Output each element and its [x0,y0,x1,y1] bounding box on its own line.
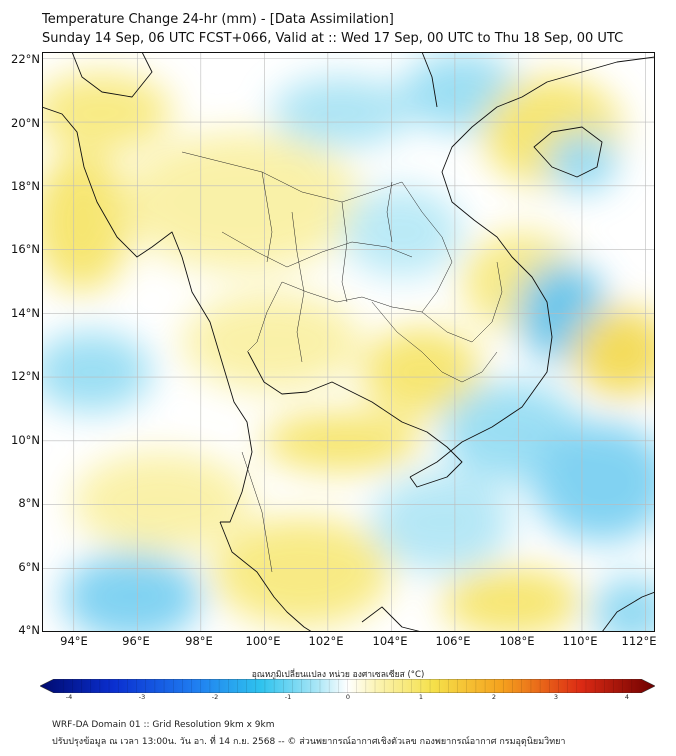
map-canvas [42,52,655,632]
lat-label: 6°N [18,560,40,574]
map-subtitle: Sunday 14 Sep, 06 UTC FCST+066, Valid at… [42,31,624,46]
lon-label: 94°E [60,634,88,648]
colorbar-tick: 3 [553,693,559,701]
lat-label: 4°N [18,623,40,637]
lat-label: 16°N [11,242,40,256]
colorbar-tick: -4 [65,693,73,701]
lat-label: 14°N [11,306,40,320]
lat-label: 8°N [18,496,40,510]
lat-label: 10°N [11,433,40,447]
colorbar-tick: -2 [211,693,219,701]
lon-label: 106°E [435,634,471,648]
colorbar-graphic [39,678,656,694]
lon-label: 98°E [185,634,213,648]
footer-domain-info: WRF-DA Domain 01 :: Grid Resolution 9km … [52,720,275,730]
temperature-map[interactable] [42,52,655,632]
colorbar-tick: -3 [138,693,146,701]
colorbar-title: อุณหภูมิเปลี่ยนแปลง หน่วย องศาเซลเซียส (… [251,670,425,680]
lat-label: 20°N [11,116,40,130]
colorbar [39,678,656,694]
map-title: Temperature Change 24-hr (mm) - [Data As… [42,12,394,27]
lat-label: 12°N [11,369,40,383]
colorbar-tick: 0 [345,693,351,701]
lon-label: 96°E [122,634,150,648]
lon-label: 100°E [245,634,281,648]
lon-label: 102°E [308,634,344,648]
colorbar-tick: 4 [624,693,630,701]
lat-label: 22°N [11,52,40,66]
coastlines [42,52,655,632]
temperature-field [42,52,655,632]
province-borders [181,151,503,573]
lat-lon-grid [42,52,655,632]
lon-label: 104°E [372,634,408,648]
map-frame [42,52,655,632]
lon-label: 112°E [621,634,657,648]
footer-credit: ปรับปรุงข้อมูล ณ เวลา 13:00น. วัน อา. ที… [52,737,566,747]
colorbar-tick: 2 [491,693,497,701]
colorbar-tick: -1 [284,693,292,701]
lat-label: 18°N [11,179,40,193]
lon-label: 108°E [499,634,535,648]
lon-label: 110°E [562,634,598,648]
colorbar-tick: 1 [418,693,424,701]
